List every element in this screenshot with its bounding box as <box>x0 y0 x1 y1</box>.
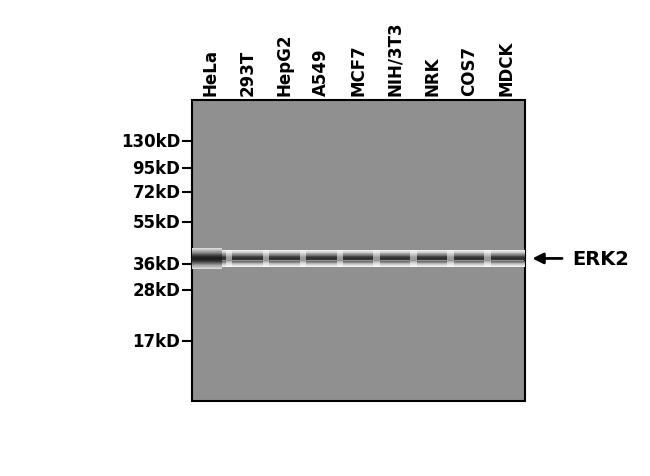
Text: MCF7: MCF7 <box>349 44 367 96</box>
Text: MDCK: MDCK <box>497 40 515 96</box>
Text: ERK2: ERK2 <box>573 249 629 268</box>
Text: A549: A549 <box>313 48 330 96</box>
Bar <box>192 265 222 266</box>
Bar <box>192 262 222 263</box>
Text: 72kD: 72kD <box>133 184 181 202</box>
Bar <box>192 260 222 261</box>
Text: HeLa: HeLa <box>202 49 220 96</box>
Text: NIH/3T3: NIH/3T3 <box>386 21 404 96</box>
Bar <box>192 254 222 255</box>
Bar <box>192 261 222 262</box>
Bar <box>192 101 525 402</box>
Text: COS7: COS7 <box>460 46 478 96</box>
Bar <box>192 259 222 260</box>
Text: 55kD: 55kD <box>133 214 181 232</box>
Bar <box>192 267 222 268</box>
Bar <box>192 250 222 251</box>
Text: NRK: NRK <box>423 56 441 96</box>
Bar <box>192 263 222 264</box>
Text: 95kD: 95kD <box>133 160 181 178</box>
Bar <box>192 248 222 249</box>
Text: 293T: 293T <box>239 50 257 96</box>
Bar <box>192 253 222 254</box>
Bar <box>192 258 222 259</box>
Bar <box>192 264 222 265</box>
Bar <box>192 251 222 252</box>
Text: HepG2: HepG2 <box>276 33 293 96</box>
Bar <box>192 266 222 267</box>
Text: 17kD: 17kD <box>133 333 181 350</box>
Text: 36kD: 36kD <box>133 256 181 274</box>
Text: 130kD: 130kD <box>121 133 181 151</box>
Bar <box>192 255 222 256</box>
Bar <box>192 249 222 250</box>
Bar <box>192 252 222 253</box>
Text: 28kD: 28kD <box>133 281 181 299</box>
Bar <box>192 256 222 257</box>
Bar <box>192 268 222 269</box>
